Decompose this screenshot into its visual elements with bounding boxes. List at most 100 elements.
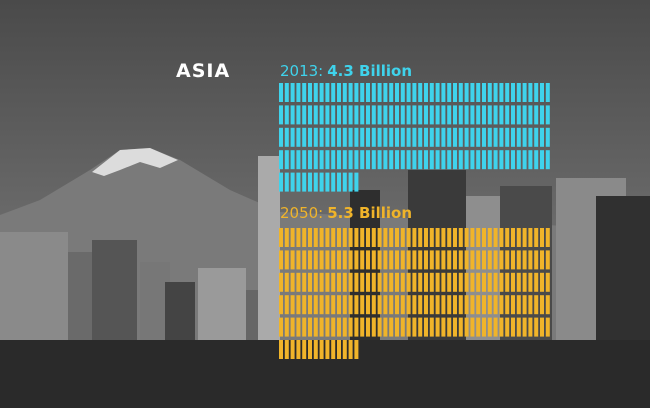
bar-tick (487, 317, 492, 337)
bar-tick (412, 272, 417, 292)
bar-tick (290, 127, 295, 147)
bar-tick (279, 250, 283, 270)
bar-tick (377, 250, 382, 270)
bar-tick (354, 317, 359, 337)
bar-tick (337, 317, 341, 337)
bar-tick (424, 228, 428, 247)
bar-tick (516, 105, 521, 125)
bar-tick (400, 105, 405, 125)
bar-tick (313, 317, 318, 337)
bar-tick (284, 105, 289, 125)
bar-tick (499, 250, 504, 270)
bar-tick (290, 150, 295, 170)
bar-tick (482, 272, 486, 292)
bar-tick (453, 272, 457, 292)
bar-tick (319, 83, 324, 102)
series-label-2050: 2050: 5.3 Billion (280, 204, 412, 222)
bar-tick (458, 250, 463, 270)
bar-tick (441, 295, 446, 315)
bar-tick (493, 150, 498, 170)
bar-tick (337, 250, 341, 270)
region-title: ASIA (176, 60, 231, 82)
bar-tick (406, 317, 411, 337)
bar-tick (389, 83, 394, 102)
bar-tick (534, 105, 539, 125)
bar-tick (482, 150, 486, 170)
bar-tick (342, 150, 347, 170)
bar-tick (371, 83, 376, 102)
bar-tick (505, 272, 510, 292)
bar-tick (313, 272, 318, 292)
bar-tick (458, 105, 463, 125)
bar-tick (395, 272, 399, 292)
bar-tick (464, 295, 469, 315)
bar-tick (499, 295, 504, 315)
bar-tick (505, 150, 510, 170)
bar-tick (342, 250, 347, 270)
bar-tick (337, 105, 341, 125)
bar-tick (377, 105, 382, 125)
bar-tick (279, 150, 283, 170)
bar-tick (545, 127, 550, 147)
bar-tick (302, 250, 307, 270)
bar-tick (308, 172, 312, 192)
bar-tick (308, 340, 312, 359)
bar-tick (540, 228, 544, 247)
bar-tick (534, 150, 539, 170)
bar-tick (464, 127, 469, 147)
bar-tick (447, 228, 452, 247)
bar-tick (493, 250, 498, 270)
bar-tick (470, 228, 475, 247)
series-value-2013: 4.3 Billion (327, 62, 413, 80)
bar-tick (453, 228, 457, 247)
bar-tick (406, 295, 411, 315)
bar-tick (499, 317, 504, 337)
bar-tick (487, 272, 492, 292)
bar-tick (342, 340, 347, 359)
bar-tick (348, 83, 353, 102)
bar-tick (464, 250, 469, 270)
bar-tick (441, 272, 446, 292)
bar-tick (377, 295, 382, 315)
bar-tick (412, 127, 417, 147)
bar-tick (545, 105, 550, 125)
bar-tick (366, 105, 370, 125)
bar-tick (371, 150, 376, 170)
bar-tick (418, 272, 423, 292)
bar-tick (360, 317, 365, 337)
bar-tick (331, 317, 336, 337)
bar-tick (540, 250, 544, 270)
bar-tick (331, 83, 336, 102)
bar-tick (435, 83, 440, 102)
bar-tick (522, 250, 527, 270)
bar-tick (418, 250, 423, 270)
bar-tick (528, 127, 533, 147)
bar-tick (470, 105, 475, 125)
bar-tick (470, 250, 475, 270)
bar-tick (470, 317, 475, 337)
series-value-2050: 5.3 Billion (327, 204, 413, 222)
bar-tick (319, 172, 324, 192)
bar-tick (337, 272, 341, 292)
bar-tick (487, 105, 492, 125)
bar-tick (279, 272, 283, 292)
bar-tick (400, 127, 405, 147)
bar-tick (308, 272, 312, 292)
bar-tick (400, 295, 405, 315)
bar-tick (313, 250, 318, 270)
bar-tick (435, 250, 440, 270)
bar-tick (331, 127, 336, 147)
bar-tick (493, 127, 498, 147)
bar-tick (296, 150, 301, 170)
bar-tick (505, 295, 510, 315)
bar-tick (476, 228, 481, 247)
bar-tick (516, 127, 521, 147)
bar-tick (302, 172, 307, 192)
bar-tick (308, 105, 312, 125)
bar-tick (325, 150, 330, 170)
bar-tick (534, 272, 539, 292)
bar-tick (424, 150, 428, 170)
bar-tick (505, 105, 510, 125)
bar-tick (377, 272, 382, 292)
